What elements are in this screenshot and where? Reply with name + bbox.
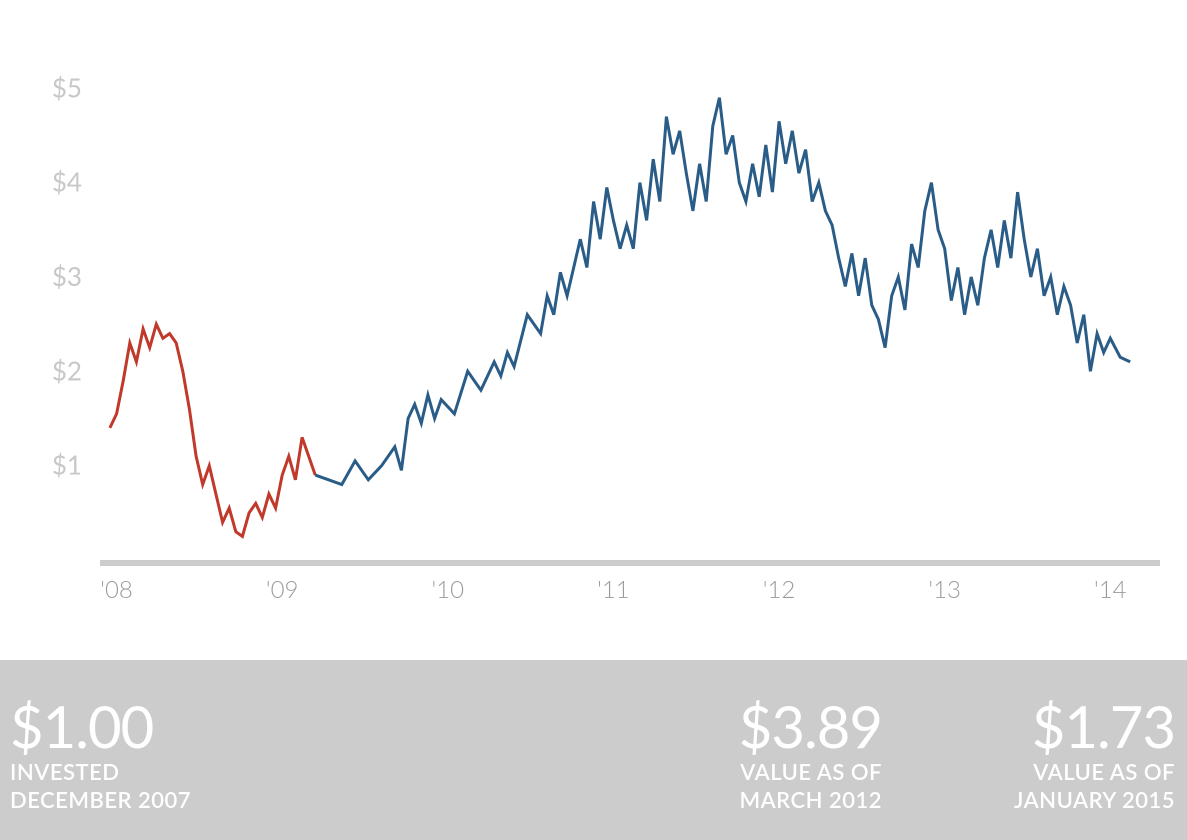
y-tick-label: $3 bbox=[52, 260, 82, 292]
series-blue-segment bbox=[315, 98, 1130, 485]
callout-label: INVESTEDDECEMBER 2007 bbox=[10, 758, 191, 813]
x-tick-label: '11 bbox=[597, 575, 630, 604]
chart-area: $1 $2 $3 $4 $5 '08 '09 '10 '11 '12 '13 '14 bbox=[0, 0, 1187, 660]
y-tick-label: $4 bbox=[52, 166, 82, 198]
y-tick-label: $5 bbox=[52, 71, 82, 103]
x-tick-label: '14 bbox=[1094, 575, 1127, 604]
callout-0: $1.00INVESTEDDECEMBER 2007 bbox=[10, 660, 191, 813]
x-tick-label: '13 bbox=[928, 575, 961, 604]
x-tick-label: '10 bbox=[432, 575, 465, 604]
line-chart: $1 $2 $3 $4 $5 '08 '09 '10 '11 '12 '13 '14 bbox=[0, 0, 1187, 660]
callout-bar: $1.00INVESTEDDECEMBER 2007$3.89VALUE AS … bbox=[0, 660, 1187, 840]
callout-2: $1.73VALUE AS OFJANUARY 2015 bbox=[1014, 660, 1175, 813]
y-tick-label: $2 bbox=[52, 354, 82, 386]
x-tick-label: '12 bbox=[763, 575, 796, 604]
y-tick-label: $1 bbox=[52, 449, 82, 481]
callout-1: $3.89VALUE AS OFMARCH 2012 bbox=[739, 660, 882, 813]
callout-value: $1.00 bbox=[10, 698, 191, 756]
callout-label: VALUE AS OFJANUARY 2015 bbox=[1014, 758, 1175, 813]
x-tick-label: '09 bbox=[266, 575, 299, 604]
series-red-segment bbox=[110, 324, 315, 536]
callout-value: $3.89 bbox=[739, 698, 882, 756]
callout-label: VALUE AS OFMARCH 2012 bbox=[739, 758, 882, 813]
x-tick-label: '08 bbox=[100, 575, 133, 604]
callout-value: $1.73 bbox=[1014, 698, 1175, 756]
